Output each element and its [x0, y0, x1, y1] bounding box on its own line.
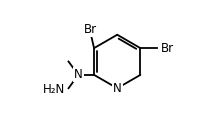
- Text: Br: Br: [84, 23, 97, 36]
- Text: N: N: [74, 68, 83, 81]
- Text: N: N: [113, 82, 122, 95]
- Text: Br: Br: [161, 42, 174, 55]
- Text: H₂N: H₂N: [43, 83, 66, 96]
